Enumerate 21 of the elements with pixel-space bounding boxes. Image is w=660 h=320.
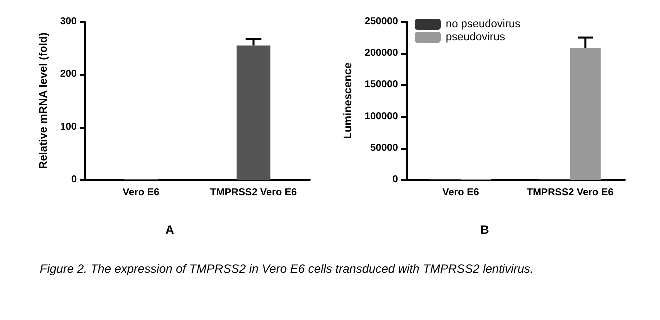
y-tick-label: 250000 (364, 16, 399, 28)
y-tick-label: 0 (71, 174, 78, 186)
y-tick-label: 50000 (370, 142, 399, 154)
text: A (166, 223, 175, 237)
y-axis-title: Relative mRNA level (fold) (38, 32, 50, 170)
x-tick-label: Vero E6 (442, 188, 480, 198)
y-tick-label: 200000 (364, 48, 399, 60)
y-axis-title: Luminescence (342, 62, 354, 140)
y-tick-label: 100000 (364, 111, 399, 122)
x-tick-label: Vero E6 (122, 188, 160, 198)
x-tick-label: TMPRSS2 Vero E6 (526, 188, 614, 198)
text: B (480, 223, 490, 237)
x-tick-label: TMPRSS2 Vero E6 (210, 188, 298, 198)
y-tick-label: 300 (60, 16, 78, 28)
y-tick-label: 0 (392, 174, 399, 186)
y-tick-label: 150000 (364, 80, 399, 91)
caption: Figure 2. The expression of TMPRSS2 in Vero E6 cells transduced with TMPRSS2 lentivirus. (40, 262, 534, 276)
y-tick-label: 100 (60, 122, 78, 133)
legend-label: pseudovirus (446, 32, 506, 44)
y-tick-label: 200 (60, 69, 78, 80)
legend-label: no pseudovirus (446, 18, 522, 30)
